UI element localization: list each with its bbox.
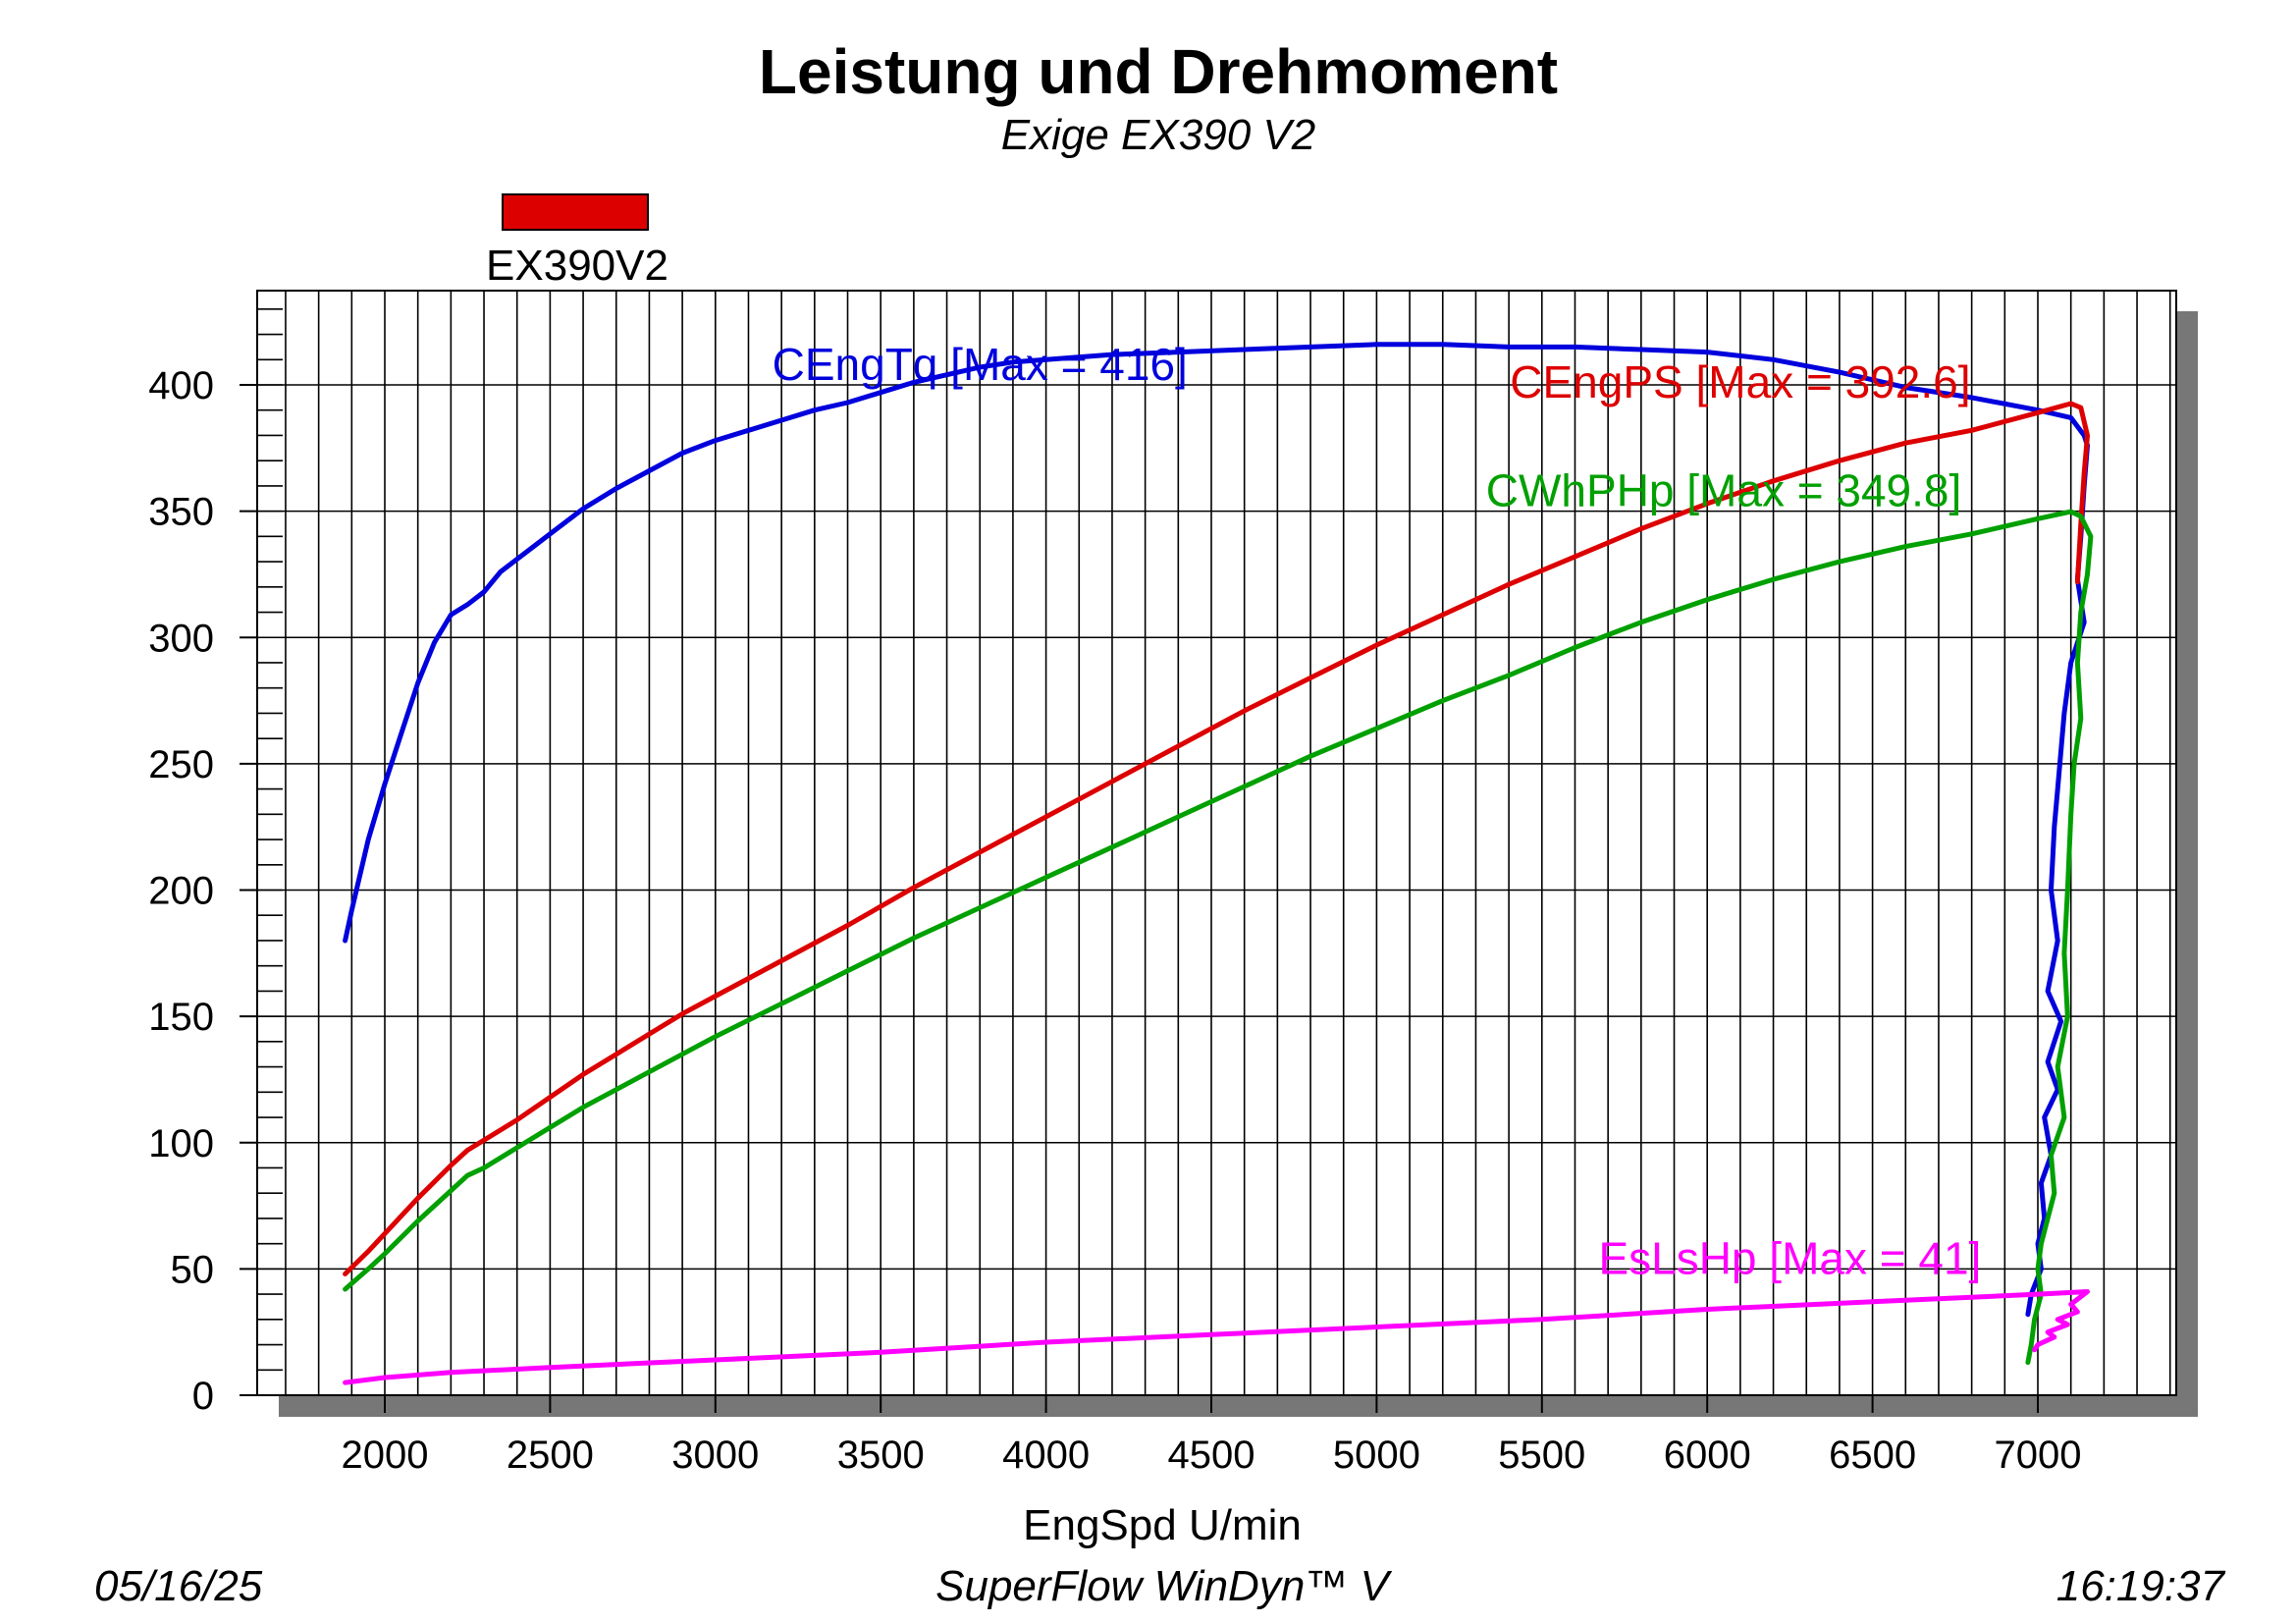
chart-subtitle: Exige EX390 V2 [1001,111,1315,159]
footer-software: SuperFlow WinDyn™ V [935,1562,1392,1610]
x-tick-label: 3500 [837,1434,925,1477]
x-axis: 2000 2500 3000 3500 4000 4500 5000 5500 6000 6500… [342,1395,2082,1477]
x-tick-label: 2500 [507,1434,594,1477]
legend: EX390V2 [486,193,668,290]
y-tick-label: 250 [148,743,214,786]
x-axis-label: EngSpd U/min [1023,1501,1302,1549]
series-line-cengps [343,401,2090,1276]
legend-label: EX390V2 [486,242,668,290]
series-line-cwhphp [343,509,2094,1366]
x-tick-label: 7000 [1995,1434,2082,1477]
y-tick-label: 0 [192,1375,214,1418]
series-label-eslshp: EsLsHp [Max = 41] [1598,1233,1981,1284]
y-tick-label: 300 [148,617,214,660]
x-tick-label: 5000 [1333,1434,1420,1477]
y-tick-label: 100 [148,1122,214,1165]
y-tick-label: 350 [148,491,214,534]
grid [257,291,2176,1396]
x-tick-label: 3000 [671,1434,759,1477]
x-tick-label: 2000 [342,1434,429,1477]
series-line-eslshp [343,1289,2090,1385]
series-label-cengps: CEngPS [Max = 392.6] [1510,356,1970,407]
plot-area [256,290,2177,1396]
x-tick-label: 4500 [1168,1434,1255,1477]
footer-time: 16:19:37 [2056,1562,2226,1610]
y-tick-label: 150 [148,996,214,1039]
series-label-cengtq: CEngTq [Max = 416] [773,339,1188,390]
legend-swatch [502,193,649,231]
x-tick-label: 5500 [1498,1434,1585,1477]
x-tick-label: 6000 [1664,1434,1751,1477]
y-minor-ticks [257,308,283,1396]
y-tick-label: 200 [148,870,214,913]
series-line-cengtq [343,342,2090,1318]
y-tick-label: 50 [171,1248,215,1291]
x-tick-label: 6500 [1829,1434,1916,1477]
x-tick-label: 4000 [1002,1434,1090,1477]
series-labels: CEngTq [Max = 416] CEngPS [Max = 392.6] CW… [773,339,1982,1284]
series-label-cwhphp: CWhPHp [Max = 349.8] [1486,464,1961,515]
series-group [343,342,2094,1385]
footer-date: 05/16/25 [94,1562,263,1610]
y-axis: 0 50 100 150 200 250 300 350 400 [148,364,257,1418]
chart-title: Leistung und Drehmoment [759,36,1558,107]
y-tick-label: 400 [148,364,214,407]
